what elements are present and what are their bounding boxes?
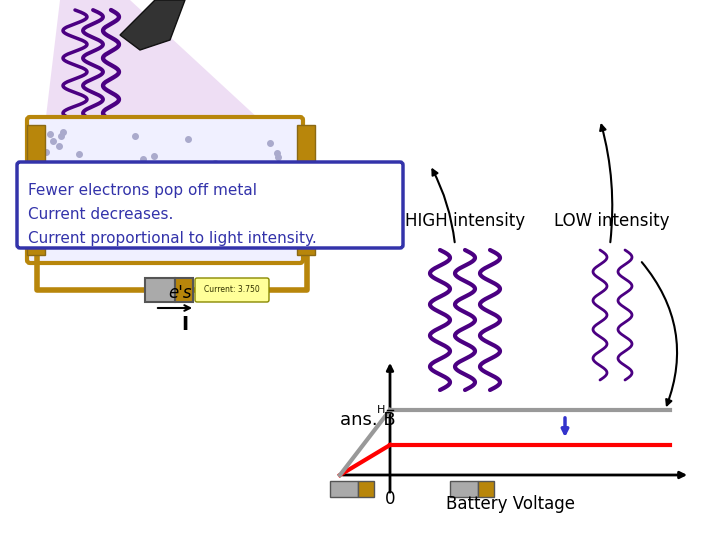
- Text: Current decreases.: Current decreases.: [28, 207, 174, 222]
- Text: H: H: [377, 405, 385, 415]
- Bar: [450, 481, 478, 497]
- Polygon shape: [45, 0, 260, 125]
- Bar: [478, 481, 494, 497]
- Bar: [330, 481, 358, 497]
- FancyBboxPatch shape: [17, 162, 403, 248]
- Text: Fewer electrons pop off metal: Fewer electrons pop off metal: [28, 183, 257, 198]
- Text: e's: e's: [168, 284, 192, 302]
- Polygon shape: [120, 0, 185, 50]
- Text: 0: 0: [384, 490, 395, 508]
- Text: I: I: [181, 315, 189, 334]
- FancyBboxPatch shape: [195, 278, 269, 302]
- Text: Current proportional to light intensity.: Current proportional to light intensity.: [28, 231, 317, 246]
- Text: Battery Voltage: Battery Voltage: [446, 495, 575, 513]
- Text: HIGH intensity: HIGH intensity: [405, 212, 525, 230]
- Text: ans. B: ans. B: [340, 411, 395, 429]
- Text: LOW intensity: LOW intensity: [554, 212, 670, 230]
- Bar: [297, 125, 315, 255]
- Bar: [145, 278, 175, 302]
- Bar: [358, 481, 374, 497]
- Text: Current: 3.750: Current: 3.750: [204, 286, 260, 294]
- Bar: [27, 125, 45, 255]
- Bar: [175, 278, 193, 302]
- FancyBboxPatch shape: [27, 117, 303, 263]
